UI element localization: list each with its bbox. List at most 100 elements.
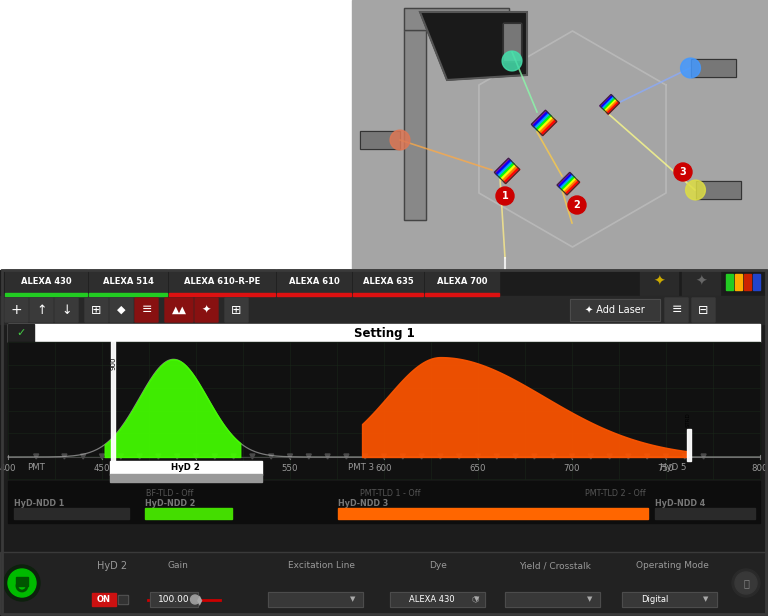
Bar	[724, 272, 762, 292]
Polygon shape	[501, 164, 517, 180]
Text: ⊞: ⊞	[231, 304, 242, 317]
Bar	[0, 270, 768, 616]
Polygon shape	[503, 23, 521, 61]
Text: ≡: ≡	[671, 304, 682, 317]
Text: ≡: ≡	[141, 304, 152, 317]
Polygon shape	[531, 110, 547, 126]
Bar	[682, 270, 720, 296]
Polygon shape	[250, 454, 255, 459]
Bar	[268, 592, 363, 607]
Polygon shape	[607, 454, 612, 459]
Text: ✓: ✓	[16, 328, 25, 338]
Polygon shape	[400, 454, 406, 459]
Text: 500: 500	[187, 464, 204, 473]
Text: PMT-TLD 1 - Off: PMT-TLD 1 - Off	[359, 489, 420, 498]
Polygon shape	[498, 161, 513, 177]
Polygon shape	[325, 454, 330, 459]
Bar	[0, 552, 768, 614]
Ellipse shape	[686, 180, 705, 200]
Bar	[110, 474, 262, 482]
FancyBboxPatch shape	[5, 298, 28, 322]
Bar	[353, 270, 423, 296]
Bar	[753, 274, 760, 290]
Polygon shape	[287, 454, 293, 459]
Bar	[744, 274, 751, 290]
Bar	[0, 552, 768, 614]
Text: ✦: ✦	[202, 305, 211, 315]
Polygon shape	[496, 160, 511, 176]
Text: ⬡: ⬡	[472, 595, 478, 604]
Ellipse shape	[502, 51, 522, 71]
Bar	[169, 293, 275, 296]
Bar	[505, 592, 600, 607]
Polygon shape	[626, 454, 631, 459]
Text: ▼: ▼	[588, 596, 593, 602]
Polygon shape	[557, 172, 571, 187]
Polygon shape	[156, 454, 161, 459]
Bar	[425, 293, 499, 296]
Bar	[92, 593, 116, 606]
Bar	[404, 8, 509, 30]
Circle shape	[4, 565, 40, 601]
Bar	[89, 293, 167, 296]
Bar	[118, 595, 128, 604]
Text: ALEXA 610-R-PE: ALEXA 610-R-PE	[184, 277, 260, 285]
Polygon shape	[563, 178, 577, 192]
Text: 400: 400	[0, 464, 16, 473]
Text: ▼: ▼	[350, 596, 356, 602]
Text: BF-TLD - Off: BF-TLD - Off	[147, 489, 194, 498]
Polygon shape	[118, 454, 124, 459]
Bar	[338, 508, 648, 519]
Text: 100.00: 100.00	[158, 595, 190, 604]
FancyBboxPatch shape	[30, 298, 53, 322]
Polygon shape	[475, 454, 481, 459]
Text: Setting 1: Setting 1	[353, 326, 415, 339]
Bar	[150, 592, 198, 607]
Text: HyD-NDD 3: HyD-NDD 3	[338, 498, 389, 508]
Polygon shape	[606, 100, 618, 113]
FancyBboxPatch shape	[55, 298, 78, 322]
Polygon shape	[495, 158, 510, 174]
Text: Digital: Digital	[641, 595, 669, 604]
FancyBboxPatch shape	[165, 298, 193, 322]
Polygon shape	[604, 99, 617, 112]
FancyBboxPatch shape	[665, 298, 688, 322]
Bar	[150, 592, 198, 607]
Polygon shape	[495, 454, 499, 459]
Bar	[169, 270, 275, 296]
Circle shape	[674, 163, 692, 181]
Polygon shape	[137, 454, 142, 459]
Polygon shape	[564, 179, 578, 193]
Polygon shape	[565, 181, 580, 195]
Text: 🔒: 🔒	[743, 578, 749, 588]
Polygon shape	[600, 94, 612, 107]
Bar	[353, 293, 423, 296]
Bar	[404, 30, 426, 220]
Text: ↑: ↑	[36, 304, 47, 317]
Polygon shape	[360, 131, 400, 149]
Polygon shape	[533, 112, 548, 128]
Text: ALEXA 430: ALEXA 430	[21, 277, 71, 285]
Bar	[726, 274, 733, 290]
Text: HyD 2: HyD 2	[97, 561, 127, 571]
Bar	[8, 481, 760, 523]
Polygon shape	[532, 454, 537, 459]
Bar	[8, 324, 760, 342]
Polygon shape	[34, 454, 38, 459]
Polygon shape	[664, 454, 668, 459]
Bar	[404, 30, 426, 220]
Polygon shape	[438, 454, 443, 459]
Bar	[268, 592, 363, 607]
Polygon shape	[536, 115, 552, 131]
Bar	[570, 299, 660, 321]
Bar	[390, 592, 485, 607]
Text: 1: 1	[502, 191, 508, 201]
Bar	[0, 296, 768, 324]
Polygon shape	[174, 454, 180, 459]
Polygon shape	[682, 454, 687, 459]
Text: 650: 650	[470, 464, 486, 473]
Text: ▼: ▼	[475, 596, 480, 602]
Polygon shape	[696, 181, 740, 199]
Text: 600: 600	[376, 464, 392, 473]
Bar	[8, 342, 760, 479]
